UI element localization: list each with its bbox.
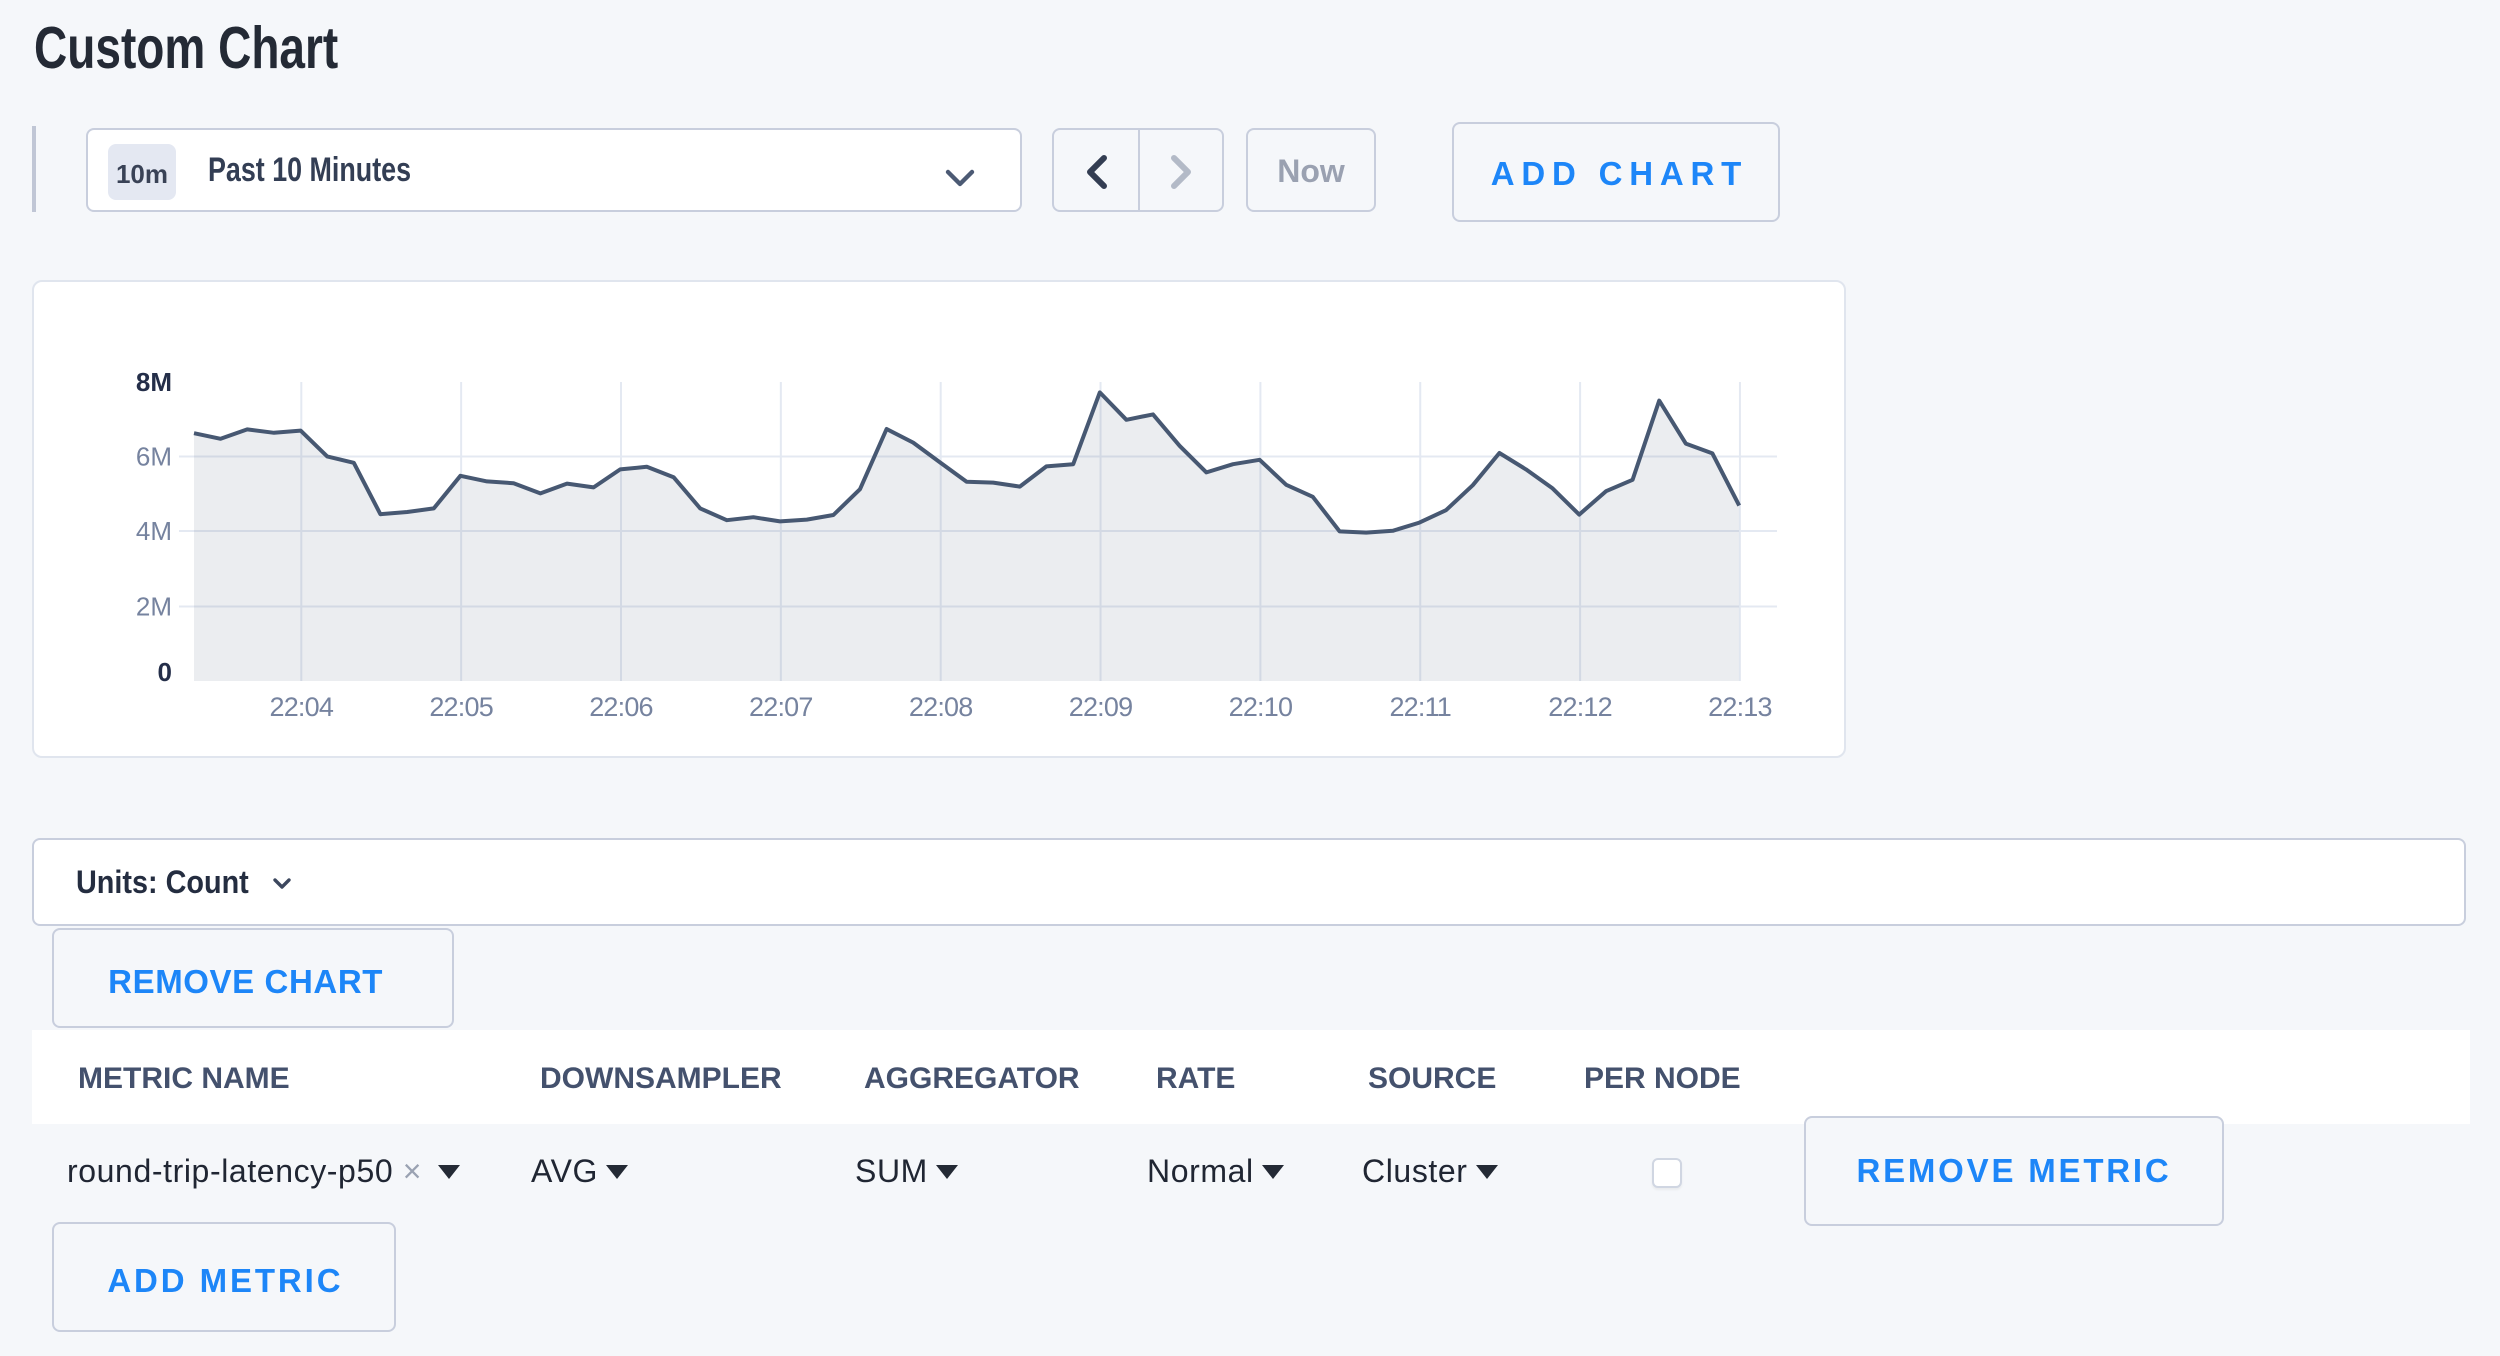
- svg-text:22:06: 22:06: [589, 692, 653, 722]
- svg-text:8M: 8M: [136, 367, 172, 397]
- svg-text:22:07: 22:07: [749, 692, 813, 722]
- svg-text:22:13: 22:13: [1708, 692, 1772, 722]
- svg-text:0: 0: [158, 657, 172, 687]
- svg-text:2M: 2M: [136, 592, 172, 622]
- svg-text:22:08: 22:08: [909, 692, 973, 722]
- svg-text:22:09: 22:09: [1069, 692, 1133, 722]
- svg-text:22:04: 22:04: [270, 692, 334, 722]
- svg-text:6M: 6M: [136, 442, 172, 472]
- svg-text:22:05: 22:05: [429, 692, 493, 722]
- svg-text:22:12: 22:12: [1548, 692, 1612, 722]
- svg-text:4M: 4M: [136, 516, 172, 546]
- svg-text:22:11: 22:11: [1389, 692, 1451, 722]
- svg-text:22:10: 22:10: [1229, 692, 1293, 722]
